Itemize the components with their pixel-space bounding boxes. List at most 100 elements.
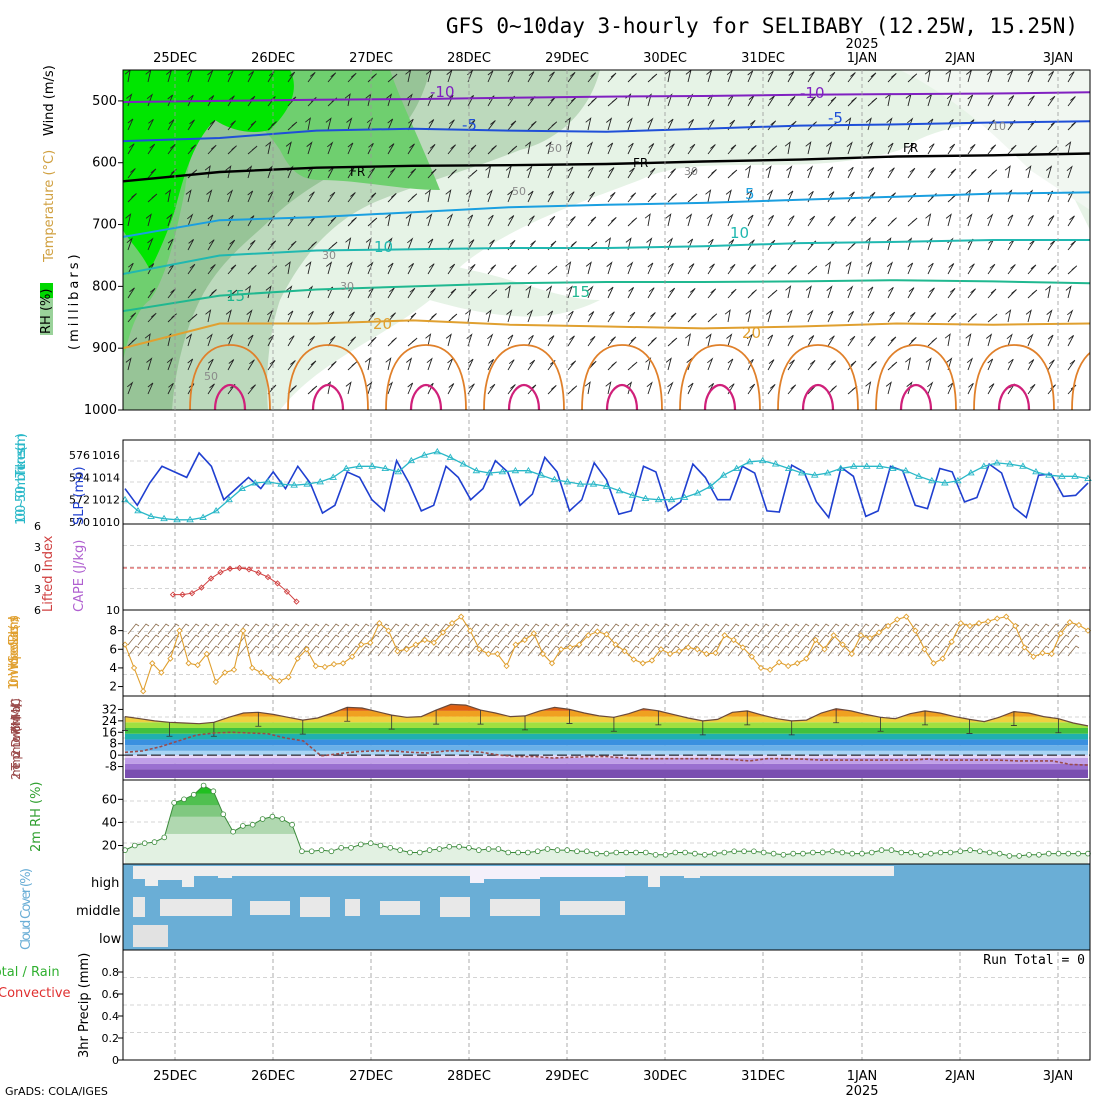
wind-barb	[907, 192, 917, 203]
wind-barb	[566, 285, 573, 299]
wind-barb	[947, 287, 956, 299]
wind-barb	[847, 191, 855, 203]
wind-barb	[687, 238, 694, 251]
wind-barb	[297, 645, 310, 657]
wind-barb	[445, 333, 452, 347]
wind-barb	[267, 335, 274, 347]
wind-barb	[325, 117, 332, 131]
wind-barb	[867, 623, 880, 635]
wind-barb	[137, 623, 150, 635]
tick-label: 29DEC	[545, 1069, 589, 1084]
wind-barb	[1027, 383, 1036, 395]
rh-point	[161, 834, 168, 841]
wind-barb	[1047, 359, 1055, 371]
wind-barb	[847, 97, 857, 107]
wind-barb	[427, 623, 440, 635]
wind-barb	[207, 95, 215, 107]
wind-barb	[687, 623, 700, 635]
wind-barb	[467, 383, 475, 395]
wind-speed-point	[230, 666, 238, 673]
wind-barb	[867, 286, 874, 299]
wind-barb	[887, 192, 896, 203]
wind-barb	[1037, 634, 1050, 646]
wind-barb	[607, 72, 617, 83]
thickness-point	[381, 464, 390, 471]
rh-point	[731, 848, 737, 855]
wind-barb	[227, 264, 237, 275]
rh-point	[485, 846, 492, 852]
wind-barb	[606, 261, 613, 275]
wind-speed-point	[694, 646, 701, 653]
wind-barb	[1065, 141, 1072, 155]
wind-barb	[567, 385, 578, 395]
tick-label: 26DEC	[251, 51, 295, 66]
wind-barb	[947, 263, 955, 275]
wind-speed-point	[1012, 622, 1019, 630]
lifted-index-point	[226, 565, 234, 572]
thickness-point	[485, 469, 494, 476]
wind-barb	[147, 193, 158, 203]
lifted-index-panel: 6 3 0 3 6 10 Lifted Index CAPE (J/kg)	[34, 520, 1091, 617]
wind-barb	[767, 359, 775, 371]
rh-point	[299, 848, 305, 855]
wind-barb	[407, 337, 418, 347]
wind-speed-point	[839, 641, 846, 648]
wind-barb	[625, 237, 632, 251]
wind-barb	[537, 634, 550, 646]
wind-barb	[305, 117, 311, 131]
wind-barb	[197, 634, 210, 646]
thickness-point	[186, 515, 194, 523]
thickness-point	[316, 478, 324, 485]
wind-speed-point	[1030, 653, 1037, 660]
wind-speed-point	[966, 622, 974, 630]
wind-barb	[386, 93, 393, 107]
isotherm-label: 15	[226, 287, 245, 305]
wind-barb	[777, 645, 790, 657]
wind-barb	[347, 72, 357, 83]
wind-barb	[485, 309, 492, 323]
isotherm-label: -5	[828, 109, 843, 127]
wind-barb	[577, 623, 590, 635]
wind-barb	[547, 191, 554, 203]
wind-barb	[1047, 71, 1054, 83]
panel-frame	[122, 949, 1091, 1061]
rh-point	[937, 849, 944, 856]
wind-barb	[247, 623, 260, 635]
wind-barb	[847, 166, 854, 179]
wind-barb	[347, 361, 358, 371]
tick-label: 500	[92, 94, 117, 109]
wind-barb	[205, 309, 212, 323]
wind-barb	[925, 357, 932, 371]
rh-point	[672, 849, 679, 856]
wind-barb	[157, 623, 170, 635]
wind-speed-point	[312, 662, 319, 670]
wind-barb	[307, 335, 316, 347]
wind-speed-point	[1048, 650, 1055, 658]
wind-barb	[965, 189, 971, 203]
thickness-point	[329, 473, 338, 480]
temp-range-bar	[210, 722, 217, 737]
wind-barb	[847, 285, 854, 299]
tick-label: 0.4	[102, 1010, 120, 1023]
wind10m-axis-label: 10m Wind Speed & Barbs (m/s)	[7, 615, 22, 690]
thickness-point	[433, 447, 442, 455]
wind-barb	[467, 119, 476, 131]
rh-point	[515, 849, 521, 856]
wind-barb	[277, 623, 290, 635]
isotherm-label: 5	[745, 185, 755, 203]
wind-barb	[327, 191, 336, 203]
thickness-point	[602, 482, 611, 489]
wind-barb	[827, 623, 840, 635]
temperature-axis-label: Temperature (°C)	[42, 150, 57, 263]
isotherm-15	[123, 279, 1090, 313]
lifted-index-point	[255, 569, 262, 577]
wind-barb	[547, 634, 560, 646]
wind-barb	[247, 359, 255, 371]
wind-barb	[467, 645, 480, 657]
wind-barb	[607, 623, 620, 635]
wind-barb	[787, 334, 794, 347]
rh-label: 30	[340, 280, 354, 293]
wind-barb	[157, 634, 170, 646]
wind-barb	[487, 623, 500, 635]
wind-speed-point	[948, 638, 955, 645]
